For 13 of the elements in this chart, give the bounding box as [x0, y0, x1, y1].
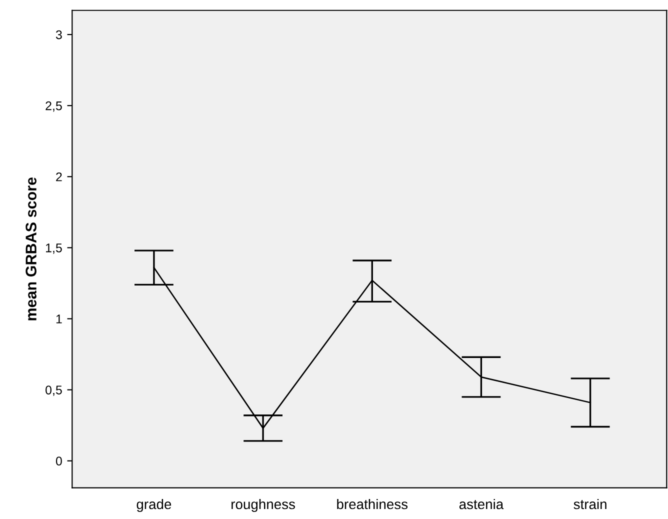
- y-tick-label: 2: [56, 172, 62, 182]
- x-tick-label: astenia: [459, 498, 504, 510]
- y-tick-label: 2,5: [46, 101, 62, 112]
- y-axis-title: mean GRBAS score: [26, 177, 36, 320]
- y-tick-label: 1,5: [46, 244, 62, 254]
- x-tick-label: strain: [574, 498, 606, 510]
- y-tick-label: 0: [56, 456, 62, 466]
- x-tick-label: roughness: [232, 498, 295, 512]
- x-tick-label: grade: [136, 498, 172, 512]
- y-tick-label: 0,5: [46, 386, 62, 396]
- y-tick-label: 3: [56, 30, 62, 40]
- x-tick-label: breathiness: [337, 498, 408, 510]
- y-tick-label: 1: [56, 314, 62, 324]
